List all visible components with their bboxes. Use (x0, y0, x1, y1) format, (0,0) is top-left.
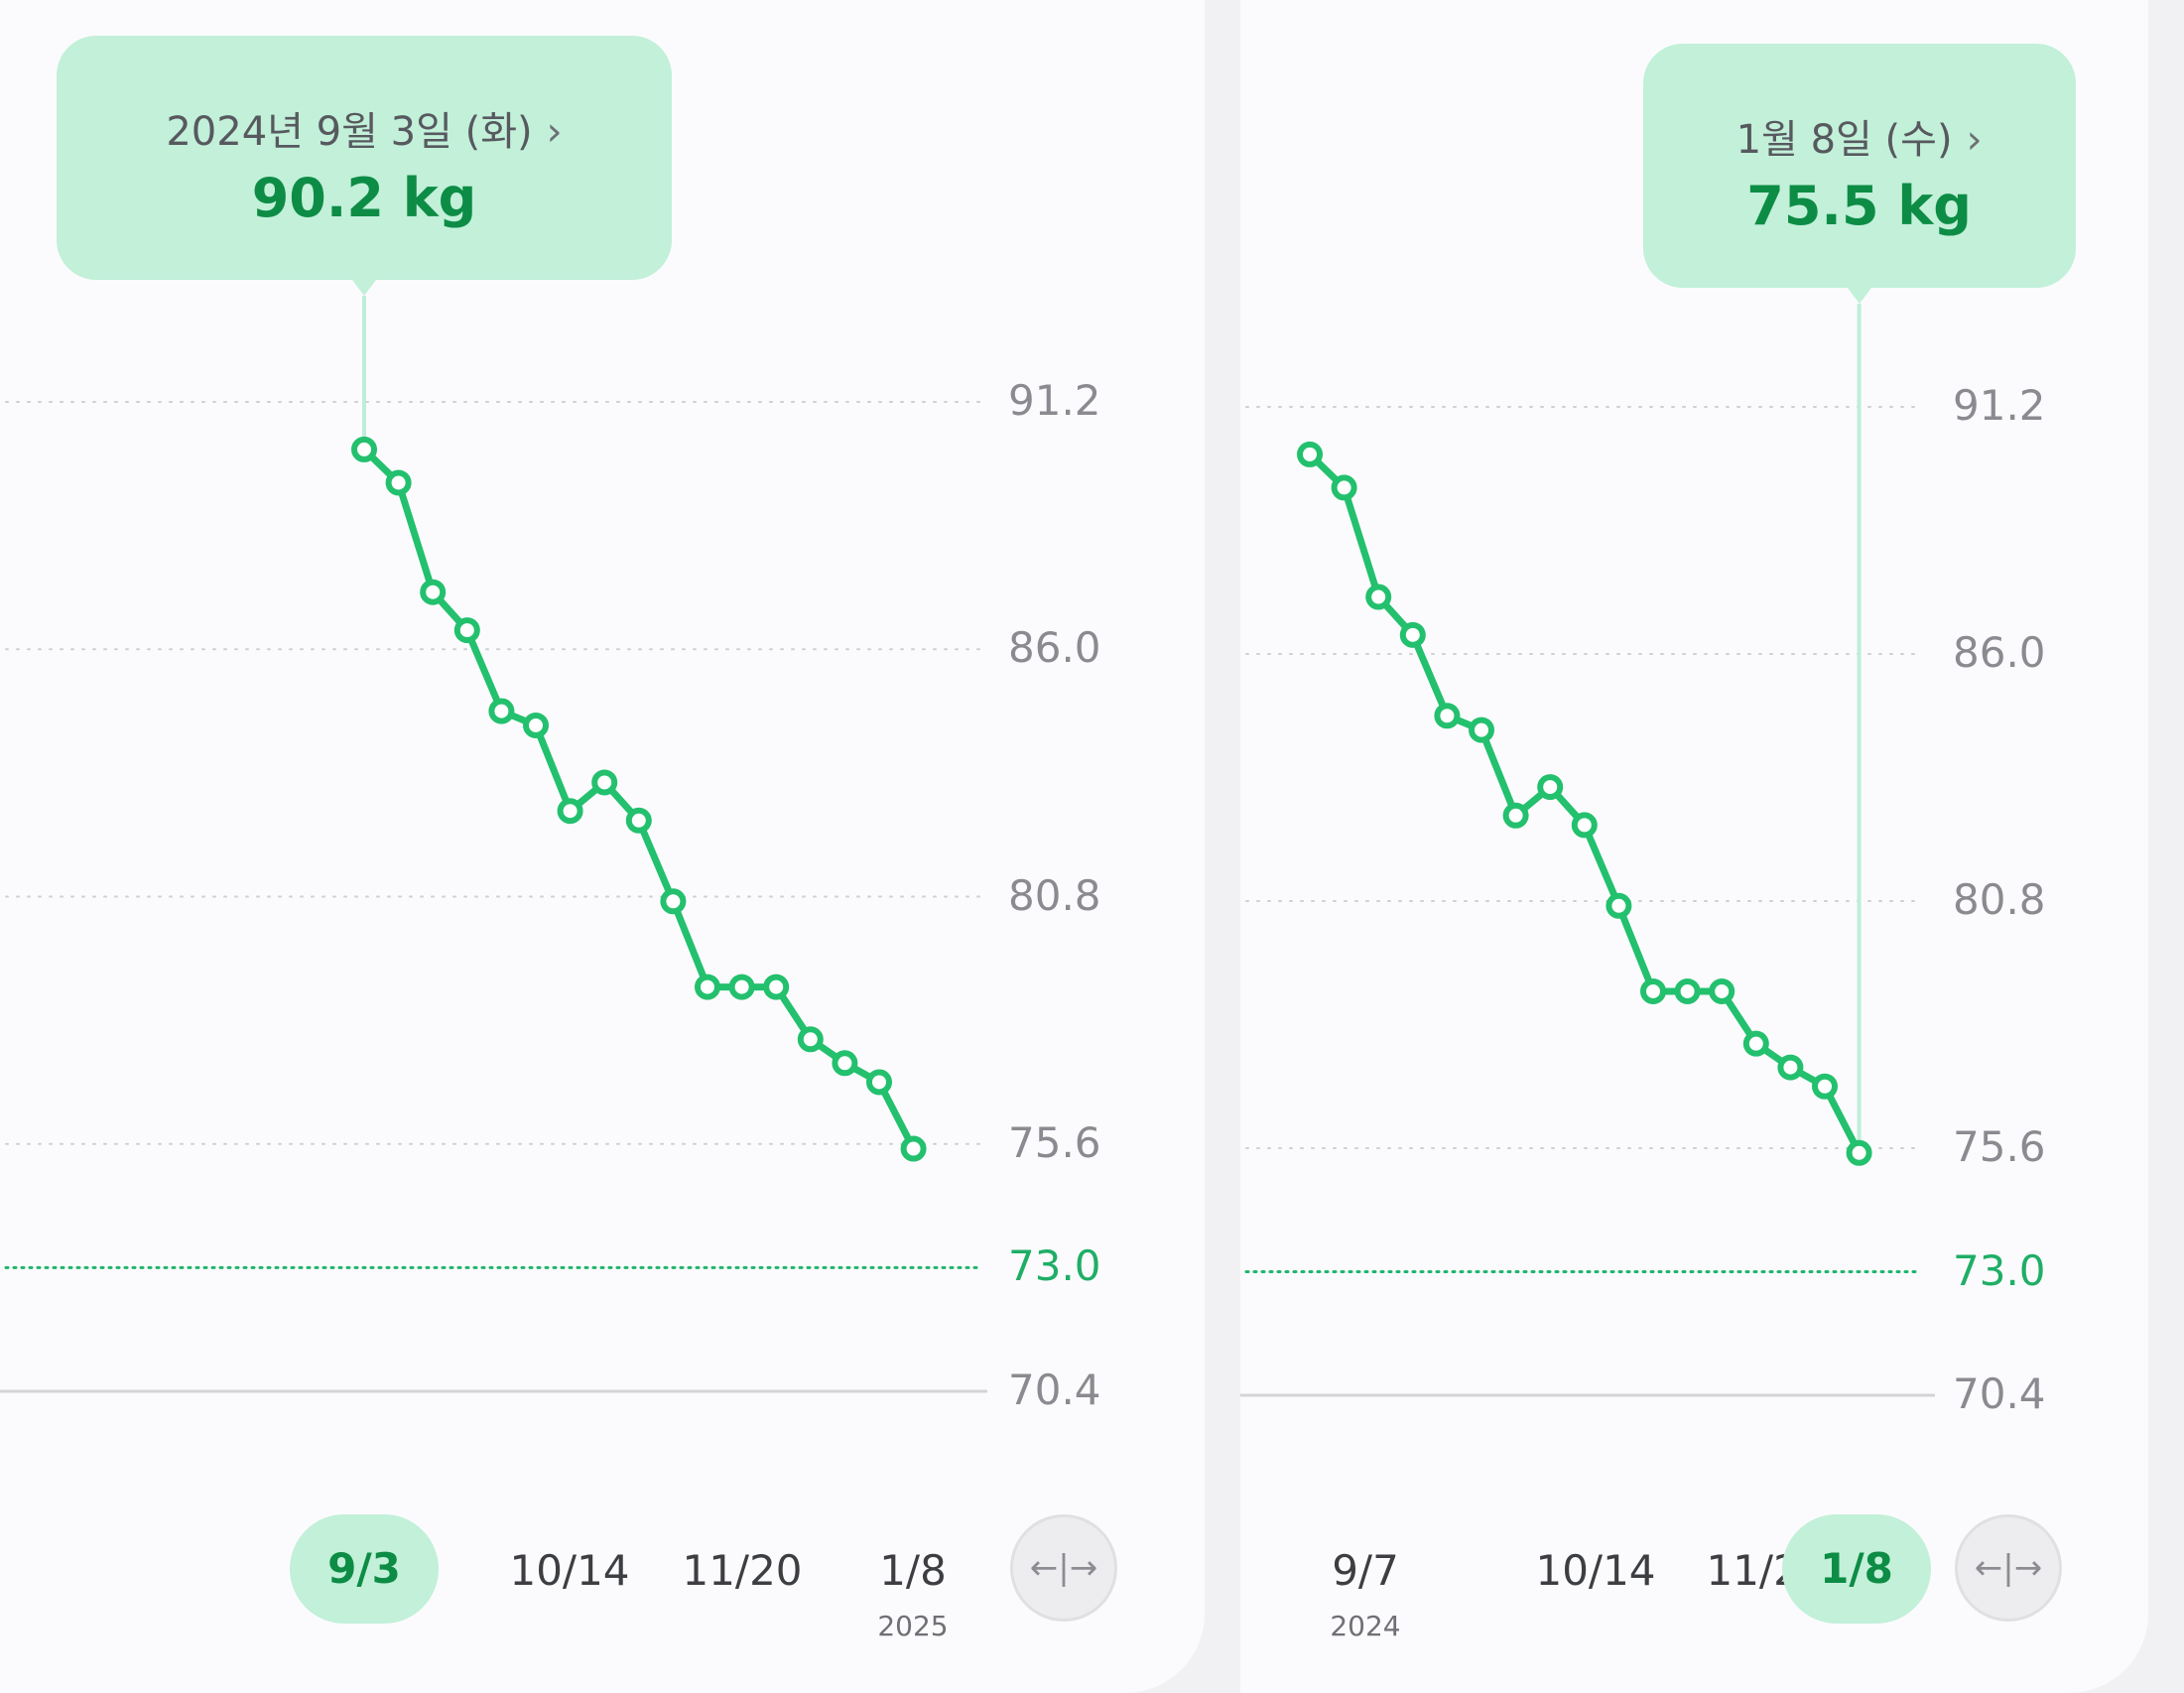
data-point (1434, 703, 1461, 729)
y-tick-label: 80.8 (1008, 870, 1101, 920)
selected-point-tooltip[interactable]: 1월 8일 (수) › 75.5 kg (1642, 44, 2076, 304)
data-point (1537, 774, 1564, 801)
y-tick-label: 70.4 (1008, 1366, 1101, 1414)
data-point (1571, 812, 1598, 839)
x-tick-selected[interactable]: 9/3 (290, 1514, 439, 1624)
data-point (385, 469, 412, 496)
data-point (1365, 584, 1392, 610)
weight-series-line (360, 446, 918, 1153)
weight-chart-right[interactable] (1240, 0, 2148, 1693)
x-year-label: 2025 (877, 1610, 949, 1642)
weight-chart-left[interactable] (0, 0, 1205, 1693)
data-point (351, 436, 377, 462)
data-point (695, 974, 720, 1000)
data-point (1502, 802, 1529, 829)
expand-glyph: ←|→ (1029, 1548, 1098, 1588)
data-point (866, 1069, 892, 1096)
data-point (1812, 1073, 1838, 1100)
data-point (1331, 474, 1357, 501)
x-tick-label[interactable]: 11/20 (682, 1546, 803, 1595)
data-point (728, 974, 755, 1000)
weight-chart-panel-right: 91.2 86.0 80.8 75.6 73.0 70.4 1월 8일 (수) ›… (1240, 0, 2148, 1693)
data-point (1674, 977, 1701, 1004)
data-point (1469, 716, 1494, 743)
data-point (797, 1026, 824, 1053)
y-tick-label: 70.4 (1953, 1369, 2046, 1418)
x-year-label: 2024 (1330, 1610, 1401, 1642)
data-point (523, 712, 549, 738)
data-point (591, 769, 618, 796)
y-tick-label: 91.2 (1953, 381, 2046, 430)
y-tick-label: 75.6 (1953, 1122, 2046, 1171)
x-tick-label[interactable]: 10/14 (509, 1546, 630, 1595)
tooltip-date: 1월 8일 (수) › (1735, 117, 1983, 163)
compare-arrows-icon[interactable]: ←|→ (1010, 1514, 1117, 1622)
data-point (1742, 1030, 1769, 1057)
weight-series-line (1306, 451, 1863, 1157)
compare-arrows-icon[interactable]: ←|→ (1955, 1514, 2062, 1622)
chevron-right-icon: › (1966, 117, 1983, 163)
data-point (420, 579, 447, 605)
y-tick-label: 80.8 (1953, 875, 2046, 924)
data-point (1606, 892, 1632, 919)
data-point (900, 1135, 927, 1162)
data-point (625, 807, 652, 834)
data-point (1709, 977, 1735, 1004)
x-tick-label[interactable]: 1/8 (879, 1546, 947, 1595)
tooltip-weight-value: 90.2 kg (251, 167, 477, 229)
goal-weight-label: 73.0 (1008, 1241, 1101, 1291)
tooltip-weight-value: 75.5 kg (1746, 175, 1972, 237)
data-point (1777, 1054, 1804, 1081)
data-point (763, 974, 790, 1000)
chevron-right-icon: › (546, 109, 563, 155)
data-point (832, 1050, 858, 1077)
data-point (557, 798, 583, 825)
data-point (453, 617, 480, 644)
data-point (1640, 977, 1666, 1004)
selected-point-tooltip[interactable]: 2024년 9월 3일 (화) › 90.2 kg (57, 36, 672, 296)
x-tick-label[interactable]: 10/14 (1535, 1546, 1656, 1595)
y-tick-label: 86.0 (1008, 623, 1101, 673)
y-tick-label: 75.6 (1008, 1117, 1101, 1167)
data-point (660, 888, 687, 915)
data-point (1846, 1139, 1872, 1166)
data-point (1399, 621, 1426, 648)
weight-chart-panel-left: 91.2 86.0 80.8 75.6 73.0 70.4 2024년 9월 3… (0, 0, 1205, 1693)
y-tick-label: 91.2 (1008, 376, 1101, 425)
tooltip-date: 2024년 9월 3일 (화) › (166, 109, 563, 155)
goal-weight-label: 73.0 (1953, 1245, 2046, 1295)
data-point (1297, 441, 1323, 467)
x-tick-selected[interactable]: 1/8 (1782, 1514, 1931, 1624)
expand-glyph: ←|→ (1974, 1548, 2043, 1588)
x-tick-label[interactable]: 9/7 (1332, 1546, 1399, 1595)
y-tick-label: 86.0 (1953, 628, 2046, 677)
data-point (488, 698, 515, 724)
